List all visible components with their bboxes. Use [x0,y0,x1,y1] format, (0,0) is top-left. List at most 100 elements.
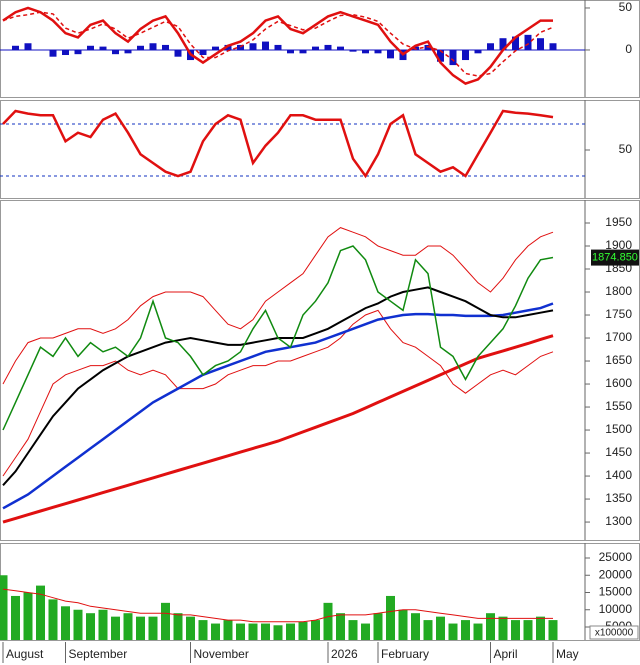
bar [461,620,470,640]
y-tick-label: 0 [625,42,632,56]
x-tick-label: April [494,647,518,661]
y-tick-label: 1900 [605,238,632,252]
bar [274,44,282,50]
bar [548,620,558,640]
y-tick-label: 1300 [605,514,632,528]
bar [111,616,120,640]
y-tick-label: 15000 [599,585,633,599]
bar [224,44,232,50]
bar [387,49,394,59]
bar [436,616,445,640]
bar [348,620,358,640]
bar [49,49,57,57]
x-tick-label: May [556,647,579,661]
bar [23,592,33,640]
y-tick-label: 10000 [599,602,633,616]
bar [74,49,82,55]
bar [536,616,545,640]
bar [412,46,419,50]
bar [99,46,107,50]
bar [124,49,132,54]
bar [136,616,145,640]
y-tick-label: 1450 [605,445,632,459]
y-tick-label: 20000 [599,567,633,581]
panel-frame [0,200,640,541]
y-tick-label: 1600 [605,376,632,390]
bar [199,49,207,56]
x-tick-label: September [69,647,128,661]
bar [261,623,270,640]
series-line [2,227,554,385]
price-tag-label: 1874.850 [592,251,638,263]
bar [336,613,345,640]
bar [198,620,208,640]
series-line [2,588,553,623]
bar [448,623,458,640]
bar [312,46,319,50]
bar [474,49,482,54]
bar [173,613,183,640]
bar [0,575,8,640]
bar [36,585,45,640]
bar [386,595,395,640]
bar [487,43,494,50]
y-tick-label: 1750 [605,307,632,321]
bar [273,625,283,640]
bar [48,599,58,640]
bar [249,43,257,50]
bar [424,44,432,50]
unit-label: x100000 [595,628,634,639]
bar [398,609,408,640]
bar [537,38,544,50]
x-tick-label: August [6,647,44,661]
bar [337,46,344,50]
bar [73,609,83,640]
series-line [2,302,554,510]
bar [498,616,508,640]
bar [186,616,195,640]
x-tick-label: November [194,647,249,661]
x-tick-label: 2026 [331,647,358,661]
bar [161,602,170,640]
bar [449,49,457,66]
series-line [2,334,554,524]
bar [137,45,144,50]
y-tick-label: 1350 [605,491,632,505]
bar [236,623,245,640]
y-tick-label: 1800 [605,284,632,298]
bar [11,595,20,640]
bar [149,43,157,50]
bar [212,46,219,50]
bar [299,49,307,54]
series-line [2,6,553,85]
bar [162,44,169,50]
bar [298,621,308,640]
unit-box [589,625,639,640]
bar [411,613,420,640]
x-tick-label: February [381,647,429,661]
bar [473,623,483,640]
bar [98,609,108,640]
bar [362,49,369,54]
price-tag [591,249,639,266]
bar [374,49,382,54]
series-line [2,245,554,431]
y-tick-label: 1700 [605,330,632,344]
bar [123,613,133,640]
bar [512,36,519,50]
bar [62,49,69,56]
bar [248,623,258,640]
bar [499,38,507,50]
bar [324,44,332,50]
bar [486,613,495,640]
bar [24,43,32,50]
bar [437,49,444,62]
bar [223,620,233,640]
y-tick-label: 1650 [605,353,632,367]
y-tick-label: 1400 [605,468,632,482]
bar [523,620,533,640]
bar [286,623,295,640]
bar [112,49,119,55]
y-tick-label: 50 [619,0,633,14]
